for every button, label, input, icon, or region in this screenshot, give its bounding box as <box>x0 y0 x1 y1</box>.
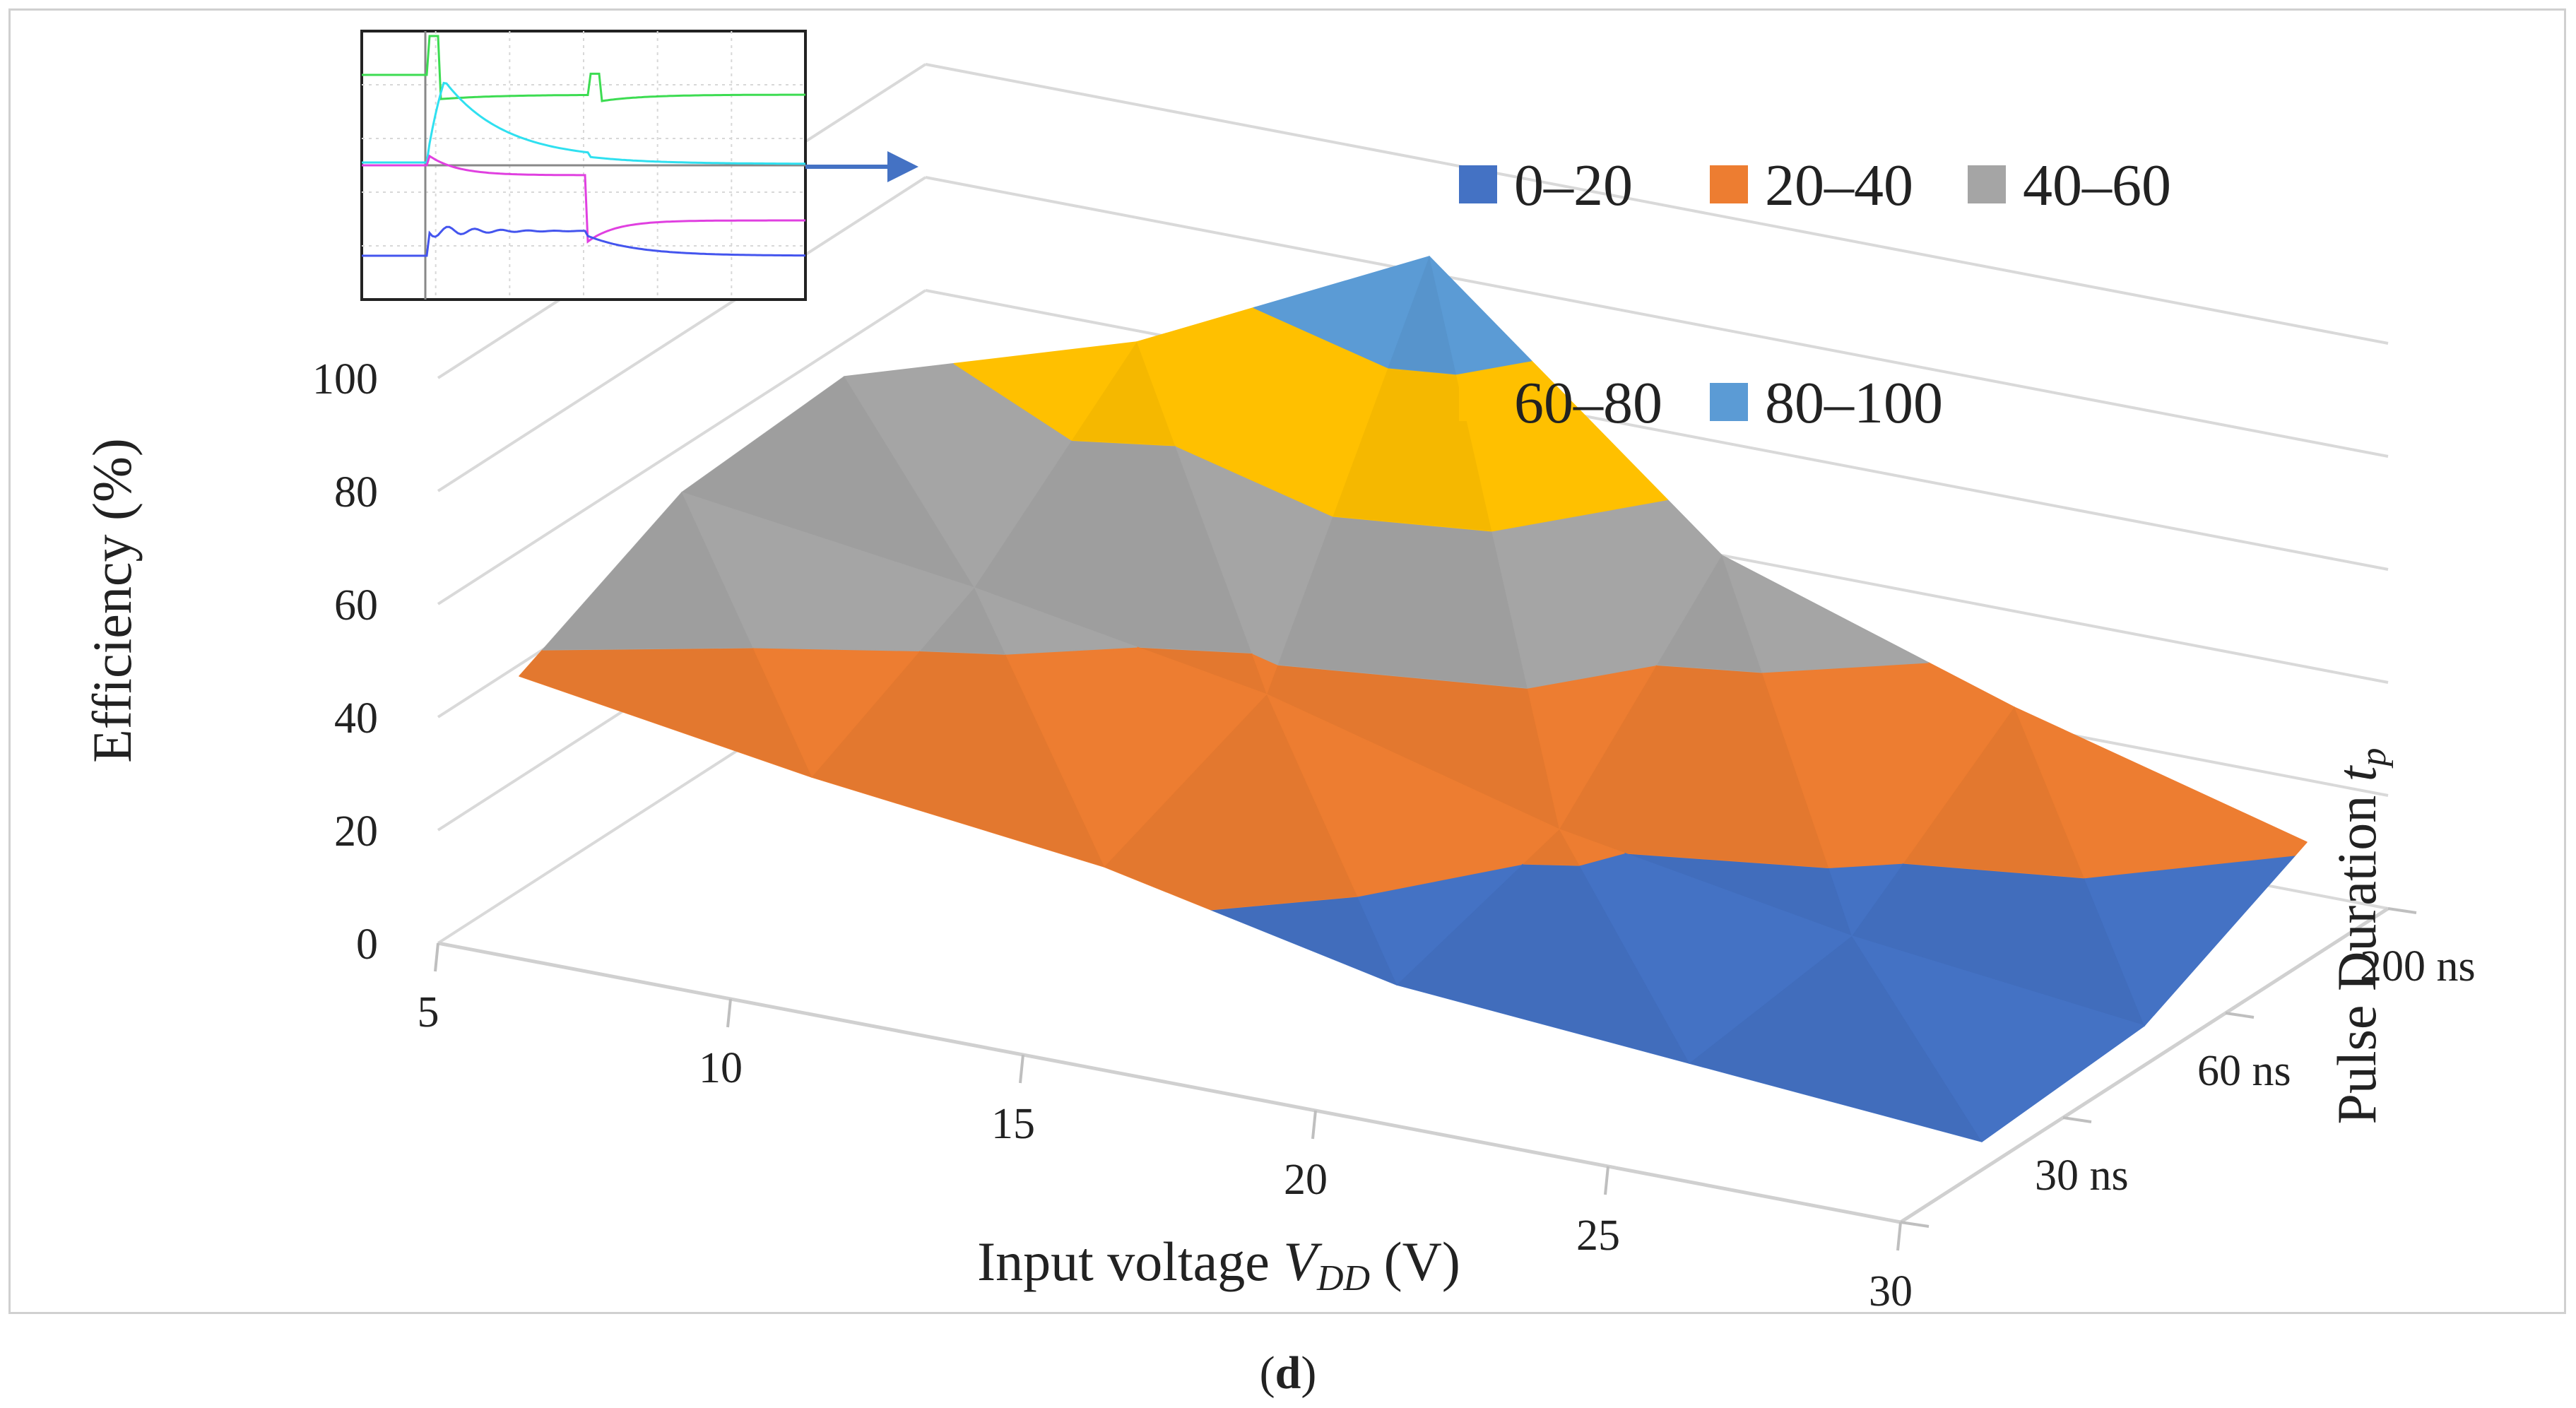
surface-shade <box>1657 555 1762 673</box>
inset-traces <box>362 35 806 257</box>
surface-facet <box>1387 256 1457 375</box>
depth-axis-title-prefix: Pulse Duration <box>2326 781 2387 1124</box>
surface-shade <box>1267 665 1559 829</box>
side-gridline <box>437 289 927 605</box>
y-tick-label: 80 <box>334 468 378 516</box>
caption-close-paren: ) <box>1301 1347 1316 1399</box>
side-gridline <box>437 176 927 492</box>
depth-tick-mark <box>2062 1116 2092 1123</box>
back-gridline <box>925 63 2389 345</box>
surface-shade <box>542 492 753 650</box>
legend-label: 80–100 <box>1765 370 1943 436</box>
depth-axis-title-symbol: t <box>2326 764 2387 781</box>
y-tick-label: 60 <box>334 581 378 629</box>
x-tick-mark <box>434 942 439 972</box>
depth-tick-label: 60 ns <box>2197 1047 2291 1095</box>
legend-swatch <box>1459 165 1497 203</box>
y-tick-label: 100 <box>312 355 378 403</box>
surface-facet <box>1656 555 1763 673</box>
legend: 0–20 20–40 40–60 60–80 80–100 <box>1459 153 2171 436</box>
inset-pointer-arrowhead <box>887 151 918 182</box>
surface-shade <box>519 647 812 777</box>
figure-frame <box>8 8 2566 1314</box>
surface-plot <box>519 256 2308 1142</box>
x-axis-title-suffix: (V) <box>1370 1231 1460 1292</box>
surface-facet <box>1903 706 2085 879</box>
depth-tick-mark <box>2225 1012 2255 1019</box>
x-tick-mark <box>1896 1221 1902 1251</box>
x-axis-title: Input voltage VDD (V) <box>977 1231 1460 1298</box>
legend-label: 60–80 <box>1514 370 1662 436</box>
caption-letter: d <box>1275 1347 1301 1399</box>
legend-label: 0–20 <box>1514 153 1633 218</box>
surface-shade <box>1903 707 2084 878</box>
surface-shade <box>1689 936 1982 1142</box>
surface-shade <box>812 651 1104 867</box>
depth-axis-title-subscript: p <box>2353 748 2394 769</box>
inset-trace <box>362 225 806 257</box>
figure-caption: (d) <box>1260 1347 1317 1399</box>
y-axis-title: Efficiency (%) <box>81 438 143 763</box>
y-tick-label: 20 <box>334 807 378 856</box>
y-tick-label: 40 <box>334 694 378 743</box>
x-tick-label: 20 <box>1284 1156 1328 1204</box>
depth-tick-label: 30 ns <box>2035 1152 2129 1200</box>
x-axis-line <box>437 941 1901 1224</box>
oscilloscope-inset <box>360 30 807 301</box>
surface-facet <box>1689 935 1983 1142</box>
x-axis-title-symbol: V <box>1283 1231 1323 1292</box>
surface-shade <box>1852 863 2144 1026</box>
surface-shade <box>1559 665 1828 868</box>
y-tick-label: 0 <box>356 921 378 969</box>
surface-shade <box>1388 256 1456 374</box>
surface-shade <box>682 377 974 588</box>
inset-trace <box>362 81 805 165</box>
depth-tick-label: 200 ns <box>2360 942 2476 990</box>
depth-tick-mark <box>2387 907 2417 914</box>
surface-shade <box>974 440 1252 653</box>
axes <box>434 906 2417 1251</box>
surface-shade <box>1072 342 1176 446</box>
legend-swatch <box>1710 383 1748 421</box>
x-tick-label: 25 <box>1576 1212 1620 1260</box>
back-gridline <box>925 176 2389 458</box>
legend-label: 20–40 <box>1765 153 1913 218</box>
x-axis-title-prefix: Input voltage <box>977 1231 1283 1292</box>
legend-swatch <box>1459 383 1497 421</box>
x-tick-mark <box>1604 1166 1609 1195</box>
x-tick-label: 15 <box>991 1100 1035 1148</box>
depth-axis-line <box>1899 906 2389 1224</box>
x-tick-label: 10 <box>699 1044 743 1092</box>
surface-facet <box>1104 694 1358 911</box>
caption-open-paren: ( <box>1260 1347 1275 1399</box>
surface-facet <box>1071 341 1176 446</box>
tick-labels: 0 20 40 60 80 100 5 10 15 20 25 30 30 ns 60 ns 200 ns <box>312 355 2476 1315</box>
surface-shade <box>1210 896 1397 985</box>
surface-shade <box>920 588 1005 654</box>
surface-facet <box>919 587 1006 655</box>
x-axis-title-subscript: DD <box>1316 1258 1370 1298</box>
surface-shade <box>1523 829 1580 865</box>
x-tick-mark <box>1019 1054 1024 1084</box>
surface-facet <box>542 492 754 651</box>
surface-shade <box>1333 367 1492 531</box>
depth-axis-title: Pulse Duration tp <box>2326 748 2394 1125</box>
inset-trace <box>362 35 805 102</box>
surface-shade <box>1397 863 1689 1063</box>
legend-swatch <box>1710 165 1748 203</box>
x-tick-label: 30 <box>1869 1267 1913 1315</box>
depth-tick-mark <box>1900 1221 1930 1228</box>
surface-shade <box>1104 694 1357 910</box>
x-tick-mark <box>1311 1110 1317 1140</box>
surface-facet <box>1523 829 1581 866</box>
legend-swatch <box>1968 165 2006 203</box>
surface-shade <box>1277 516 1528 688</box>
x-tick-label: 5 <box>418 988 439 1036</box>
inset-trace <box>362 154 805 244</box>
x-tick-mark <box>726 998 732 1028</box>
legend-label: 40–60 <box>2023 153 2171 218</box>
